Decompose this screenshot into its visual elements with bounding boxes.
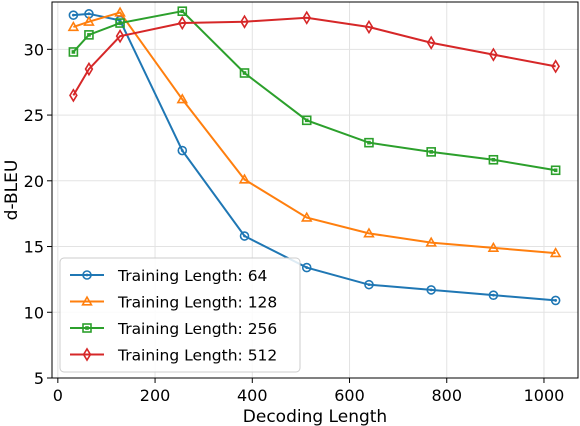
data-point [300, 211, 313, 222]
data-point-dot [87, 12, 91, 16]
legend-marker-dot [85, 326, 89, 330]
data-point [239, 68, 250, 78]
series-line [73, 11, 556, 255]
y-tick-label: 30 [24, 40, 44, 59]
data-point-dot [180, 149, 184, 152]
data-point [425, 236, 437, 247]
legend-label: Training Length: 128 [117, 294, 277, 312]
data-point [363, 227, 375, 238]
data-point [302, 10, 312, 25]
legend-item: Training Length: 128 [70, 294, 277, 312]
data-point [115, 18, 125, 28]
legend-item: Training Length: 512 [70, 347, 277, 365]
data-point-dot [491, 157, 496, 162]
y-tick-label: 25 [24, 106, 44, 125]
data-point [549, 247, 562, 258]
x-tick-label: 0 [53, 386, 63, 405]
data-point [488, 290, 499, 300]
data-point [488, 154, 499, 165]
data-point-dot [87, 33, 91, 37]
legend-marker [82, 347, 92, 362]
x-axis-label: Decoding Length [243, 407, 387, 426]
data-point [69, 88, 78, 103]
data-point [364, 137, 374, 148]
data-point [177, 6, 188, 17]
data-point-dot [429, 288, 433, 292]
axis-ticks: 0 200 400 600 800 1000 5 10 15 20 25 30 [24, 40, 565, 405]
legend: Training Length: 64 Training Length: 128 T… [59, 257, 301, 373]
data-point [426, 285, 436, 295]
data-point [426, 147, 436, 157]
data-point-dot [367, 140, 371, 145]
legend-marker [81, 295, 93, 306]
data-point [551, 59, 560, 74]
data-point-dot [367, 283, 371, 287]
data-point-dot [492, 293, 495, 297]
data-point [301, 262, 312, 273]
x-tick-label: 600 [334, 386, 365, 405]
plot-frame [51, 1, 579, 379]
data-point [550, 295, 561, 306]
data-point-dot [304, 118, 309, 123]
data-point [84, 30, 94, 40]
data-point [487, 241, 500, 252]
data-point [114, 6, 126, 17]
data-point [301, 115, 312, 126]
series-3 [68, 6, 561, 176]
data-point [550, 165, 561, 176]
legend-label: Training Length: 64 [117, 267, 267, 285]
data-point [176, 93, 189, 104]
series-line [72, 16, 556, 96]
x-tick-label: 800 [431, 386, 462, 405]
data-point-dot [553, 168, 558, 173]
legend-item: Training Length: 256 [70, 320, 277, 338]
x-tick-label: 1000 [524, 386, 565, 405]
data-point-dot [554, 299, 558, 302]
series-2 [67, 6, 562, 258]
legend-label: Training Length: 256 [117, 320, 277, 338]
data-point-dot [71, 50, 76, 54]
data-point [239, 231, 250, 241]
data-point [68, 47, 79, 57]
y-tick-label: 15 [24, 238, 44, 257]
data-point [426, 35, 436, 50]
series-line [72, 10, 556, 172]
data-point [115, 29, 125, 44]
y-tick-label: 20 [24, 172, 44, 191]
x-tick-label: 400 [237, 386, 268, 405]
data-point [67, 20, 80, 32]
legend-marker-dot [85, 273, 89, 277]
legend-marker [82, 323, 92, 333]
data-point-dot [305, 266, 309, 269]
legend-item: Training Length: 64 [70, 267, 267, 285]
y-tick-label: 10 [24, 303, 44, 322]
legend-label: Training Length: 512 [117, 347, 277, 365]
series-lines [67, 6, 562, 306]
legend-marker [82, 270, 92, 280]
data-point-dot [180, 9, 185, 14]
x-tick-label: 200 [140, 386, 171, 405]
data-point-dot [429, 150, 433, 154]
series-line [73, 12, 556, 302]
data-point [68, 10, 79, 20]
data-point [84, 61, 94, 77]
series-4 [69, 10, 560, 103]
data-point [238, 173, 251, 184]
data-point [240, 14, 249, 29]
y-tick-label: 5 [34, 369, 44, 388]
data-point [177, 145, 188, 156]
legend-box [59, 257, 301, 373]
data-point [83, 15, 95, 26]
data-point-dot [118, 21, 122, 25]
data-point [177, 15, 187, 31]
data-point [364, 19, 374, 35]
y-axis-label: d-BLEU [2, 160, 22, 221]
data-point [489, 47, 498, 62]
data-point-dot [242, 71, 247, 75]
data-point [364, 279, 374, 290]
data-point-dot [243, 234, 246, 238]
data-point-dot [71, 13, 75, 17]
